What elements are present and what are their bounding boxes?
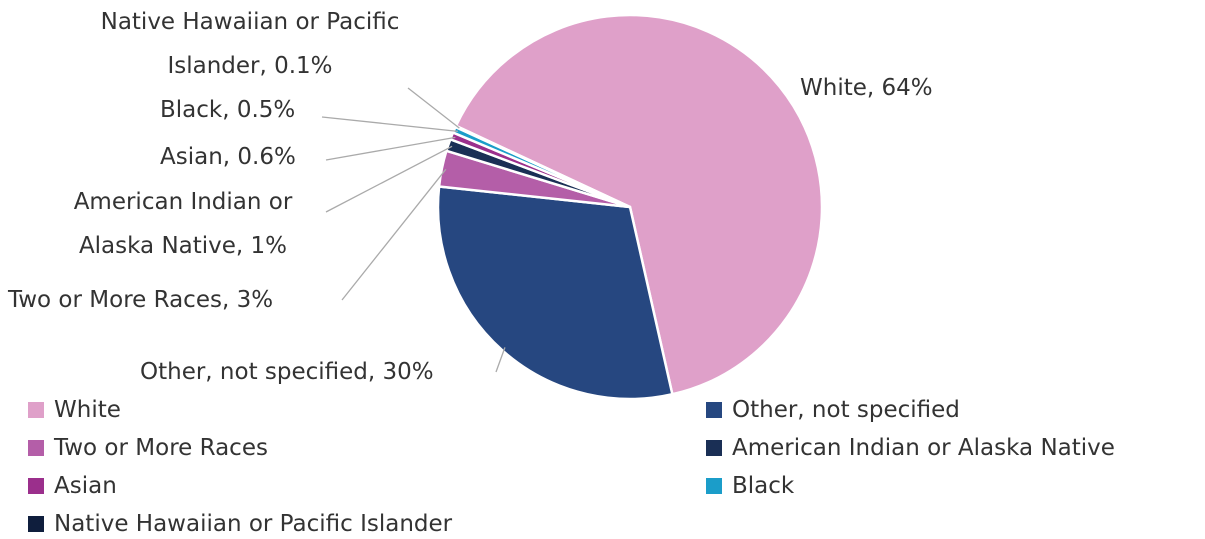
legend-swatch: [706, 478, 722, 494]
data-label: Native Hawaiian or Pacific Islander, 0.1…: [100, 9, 400, 79]
leader-line: [321, 116, 458, 132]
legend-item: American Indian or Alaska Native: [706, 433, 1115, 463]
data-label: Black, 0.5%: [160, 97, 296, 123]
data-label: Two or More Races, 3%: [8, 287, 274, 313]
pie-slice: [436, 185, 674, 401]
legend-label: White: [54, 397, 121, 423]
data-label: White, 64%: [800, 75, 933, 101]
legend-item: White: [28, 395, 121, 425]
legend-swatch: [28, 440, 44, 456]
leader-line: [495, 347, 506, 373]
legend-label: American Indian or Alaska Native: [732, 435, 1115, 461]
legend-swatch: [28, 516, 44, 532]
legend-item: Other, not specified: [706, 395, 960, 425]
legend-label: Two or More Races: [54, 435, 268, 461]
legend-swatch: [28, 478, 44, 494]
leader-line: [325, 145, 453, 213]
data-label: Other, not specified, 30%: [140, 359, 434, 385]
legend-swatch: [28, 402, 44, 418]
legend-item: Two or More Races: [28, 433, 268, 463]
legend-item: Asian: [28, 471, 117, 501]
legend-label: Asian: [54, 473, 117, 499]
leader-line: [325, 136, 456, 161]
pie-slice: [454, 13, 824, 396]
legend-swatch: [706, 402, 722, 418]
legend-label: Black: [732, 473, 795, 499]
legend-label: Native Hawaiian or Pacific Islander: [54, 511, 453, 537]
legend-item: Black: [706, 471, 794, 501]
data-label: Asian, 0.6%: [160, 144, 296, 170]
data-label: American Indian or Alaska Native, 1%: [73, 189, 293, 259]
legend-swatch: [706, 440, 722, 456]
legend-item: Native Hawaiian or Pacific Islander: [28, 509, 452, 539]
legend-label: Other, not specified: [732, 397, 960, 423]
leader-line: [407, 87, 460, 129]
leader-line: [341, 168, 447, 301]
